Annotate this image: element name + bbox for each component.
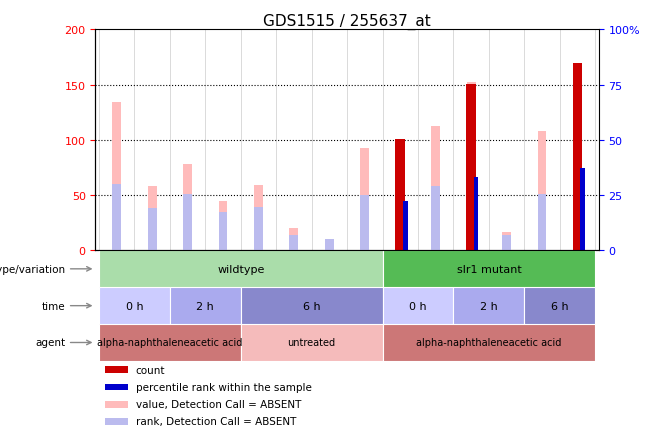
Bar xyxy=(396,139,405,251)
Title: GDS1515 / 255637_at: GDS1515 / 255637_at xyxy=(263,14,431,30)
Text: 2 h: 2 h xyxy=(480,301,497,311)
Bar xyxy=(218,212,228,251)
Bar xyxy=(99,324,241,361)
Text: 2 h: 2 h xyxy=(197,301,214,311)
Bar xyxy=(382,251,595,288)
Bar xyxy=(524,288,595,324)
Bar xyxy=(113,103,121,251)
Bar xyxy=(573,168,582,251)
Text: 0 h: 0 h xyxy=(409,301,427,311)
Bar xyxy=(502,232,511,251)
Bar xyxy=(573,63,582,251)
Text: genotype/variation: genotype/variation xyxy=(0,264,65,274)
Bar xyxy=(105,401,128,408)
Bar xyxy=(382,288,453,324)
Bar xyxy=(183,165,192,251)
Bar xyxy=(361,148,369,251)
Bar xyxy=(218,201,228,251)
Text: 0 h: 0 h xyxy=(126,301,143,311)
Bar xyxy=(99,251,382,288)
Bar xyxy=(325,240,334,251)
Bar xyxy=(325,240,334,251)
Text: slr1 mutant: slr1 mutant xyxy=(457,264,521,274)
Text: alpha-naphthaleneacetic acid: alpha-naphthaleneacetic acid xyxy=(417,338,561,348)
Bar xyxy=(580,168,585,251)
Bar xyxy=(431,187,440,251)
Bar xyxy=(467,84,476,251)
Bar xyxy=(183,194,192,251)
Bar xyxy=(431,126,440,251)
Bar xyxy=(395,139,405,251)
Bar xyxy=(453,288,524,324)
Bar xyxy=(105,418,128,425)
Text: agent: agent xyxy=(35,338,65,348)
Bar xyxy=(254,186,263,251)
Bar xyxy=(396,201,405,251)
Text: wildtype: wildtype xyxy=(217,264,265,274)
Text: count: count xyxy=(136,365,165,375)
Text: 6 h: 6 h xyxy=(551,301,569,311)
Bar xyxy=(502,235,511,251)
Bar xyxy=(290,235,298,251)
Text: time: time xyxy=(41,301,65,311)
Text: percentile rank within the sample: percentile rank within the sample xyxy=(136,382,311,392)
Bar xyxy=(467,83,476,251)
Bar xyxy=(113,185,121,251)
Bar xyxy=(241,324,382,361)
Bar xyxy=(241,288,382,324)
Bar xyxy=(290,229,298,251)
Bar xyxy=(572,63,582,251)
Text: untreated: untreated xyxy=(288,338,336,348)
Bar xyxy=(147,187,157,251)
Bar xyxy=(170,288,241,324)
Bar xyxy=(105,367,128,373)
Bar xyxy=(538,132,547,251)
Bar xyxy=(147,209,157,251)
Bar xyxy=(99,288,170,324)
Text: 6 h: 6 h xyxy=(303,301,320,311)
Text: value, Detection Call = ABSENT: value, Detection Call = ABSENT xyxy=(136,399,301,409)
Text: rank, Detection Call = ABSENT: rank, Detection Call = ABSENT xyxy=(136,417,296,427)
Bar xyxy=(254,208,263,251)
Bar xyxy=(361,196,369,251)
Text: alpha-naphthaleneacetic acid: alpha-naphthaleneacetic acid xyxy=(97,338,243,348)
Bar xyxy=(538,194,547,251)
Bar xyxy=(382,324,595,361)
Bar xyxy=(403,201,407,251)
Bar xyxy=(105,384,128,391)
Bar xyxy=(467,178,476,251)
Bar xyxy=(474,178,478,251)
